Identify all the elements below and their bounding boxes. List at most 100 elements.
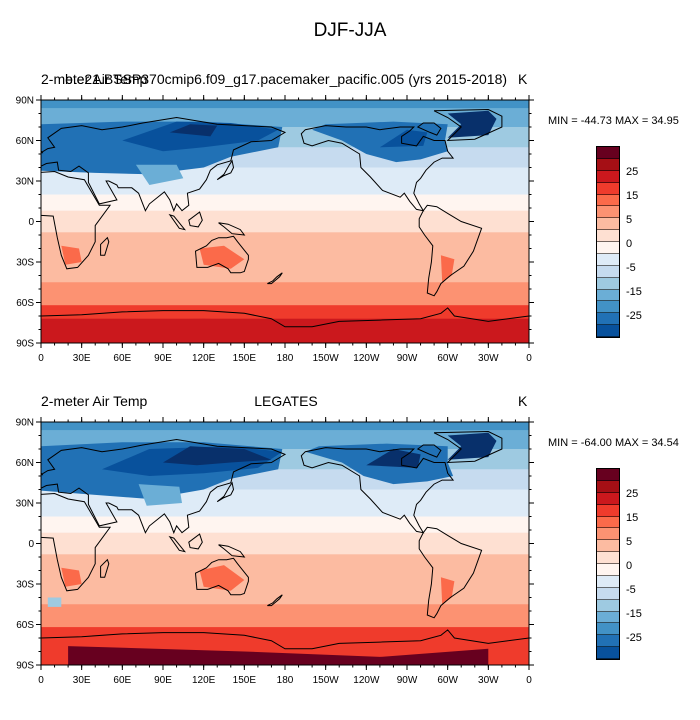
temperature-patch [47, 597, 62, 607]
temperature-patch [199, 565, 245, 591]
lon-tick-label: 90W [397, 675, 418, 686]
lat-tick-label: 90S [16, 661, 34, 672]
lon-tick-label: 0 [526, 675, 532, 686]
coastline [416, 444, 442, 458]
lon-tick-label: 0 [38, 353, 44, 364]
colorbar-label: 0 [626, 560, 633, 572]
colorbar-swatch [597, 540, 619, 553]
map-field [41, 422, 529, 665]
temperature-band [41, 100, 529, 109]
colorbar-swatch [597, 242, 619, 254]
temperature-patch [61, 245, 82, 265]
coastline [433, 430, 503, 464]
colorbar-swatch [597, 277, 619, 290]
colorbar-label: 25 [626, 166, 639, 178]
coastline [41, 116, 287, 213]
lon-tick-label: 120E [192, 675, 216, 686]
coastline [188, 533, 203, 550]
colorbar: 25 15 5 0 -5 -15 -25 [596, 146, 642, 338]
colorbar-swatch [597, 170, 619, 183]
temperature-patch [379, 129, 428, 148]
temperature-band [41, 194, 529, 212]
temperature-patch [199, 245, 245, 269]
colorbar-swatch [597, 147, 619, 159]
temperature-band [41, 532, 529, 555]
map-plot: 0 30E 60E 90E 120E 150E 180 150W 120W 90W 60W 30W 09… [16, 95, 534, 364]
minmax-label: MIN = -64.00 MAX = 34.54 [548, 437, 679, 449]
lat-tick-label: 30N [16, 499, 34, 510]
colorbar-swatches [596, 468, 620, 660]
colorbar-swatch [597, 289, 619, 302]
lon-tick-label: 90W [397, 353, 418, 364]
coastline [100, 558, 110, 578]
panel-left-title: 2-meter Air Temp [41, 71, 148, 87]
lat-tick-label: 30S [16, 580, 34, 591]
coastline [41, 492, 112, 592]
lon-tick-label: 60W [437, 675, 458, 686]
colorbar-swatch [597, 469, 619, 481]
map-field [41, 100, 529, 343]
lat-tick-label: 90S [16, 339, 34, 350]
lon-tick-label: 120W [353, 675, 380, 686]
temperature-patch [447, 432, 497, 460]
colorbar-swatch [597, 158, 619, 171]
colorbar-label: -15 [626, 286, 642, 298]
temperature-patch [138, 484, 182, 506]
colorbar-label: 15 [626, 190, 639, 202]
colorbar-label: -5 [626, 584, 636, 596]
coastline [433, 108, 503, 142]
colorbar-swatch [597, 182, 619, 195]
coastline [216, 159, 235, 181]
lon-tick-label: 180 [277, 353, 294, 364]
colorbar-swatch [597, 313, 619, 326]
temperature-band [41, 422, 529, 431]
lon-tick-label: 30E [73, 353, 91, 364]
coastline [100, 236, 110, 256]
temperature-patch [169, 124, 218, 137]
coastline [218, 544, 246, 558]
colorbar-label: -15 [626, 608, 642, 620]
colorbar-swatch [597, 253, 619, 266]
temperature-patch [68, 646, 489, 665]
coastline [418, 204, 483, 297]
temperature-band [41, 554, 529, 574]
colorbar: 25 15 5 0 -5 -15 -25 [596, 468, 642, 660]
coastline [267, 594, 283, 607]
lon-tick-label: 150E [233, 353, 257, 364]
colorbar-label: -25 [626, 632, 642, 644]
coastline [41, 438, 287, 535]
colorbar-swatch [597, 206, 619, 219]
lon-tick-label: 30W [478, 675, 499, 686]
lat-tick-label: 60N [16, 458, 34, 469]
lat-tick-label: 0 [28, 539, 34, 550]
temperature-band [41, 573, 529, 605]
panel-center-title: b.e21.BSSP370cmip6.f09_g17.pacemaker_pac… [64, 71, 508, 87]
minmax-label: MIN = -44.73 MAX = 34.95 [548, 115, 679, 127]
colorbar-label: -5 [626, 262, 636, 274]
colorbar-swatch [597, 575, 619, 588]
lat-tick-label: 90N [16, 418, 34, 429]
lon-tick-label: 60E [113, 675, 131, 686]
lon-tick-label: 0 [38, 675, 44, 686]
coastline [416, 122, 442, 136]
colorbar-swatch [597, 564, 619, 576]
temperature-patch [61, 567, 82, 587]
panel-left-title: 2-meter Air Temp [41, 393, 148, 409]
lat-tick-label: 60S [16, 298, 34, 309]
temperature-patch [41, 318, 529, 343]
temperature-patch [163, 446, 272, 466]
colorbar-swatch [597, 647, 619, 659]
lon-tick-label: 150W [313, 353, 340, 364]
colorbar-swatch [597, 480, 619, 493]
colorbar-label: 25 [626, 488, 639, 500]
coastline-antarctica [41, 629, 529, 650]
coastline [216, 481, 235, 503]
temperature-band [41, 232, 529, 252]
temperature-band [41, 305, 529, 320]
lat-tick-label: 30N [16, 177, 34, 188]
lat-tick-label: 60S [16, 620, 34, 631]
coastline [218, 222, 246, 236]
colorbar-label: 15 [626, 512, 639, 524]
temperature-band [41, 516, 529, 534]
lon-tick-label: 90E [154, 353, 172, 364]
